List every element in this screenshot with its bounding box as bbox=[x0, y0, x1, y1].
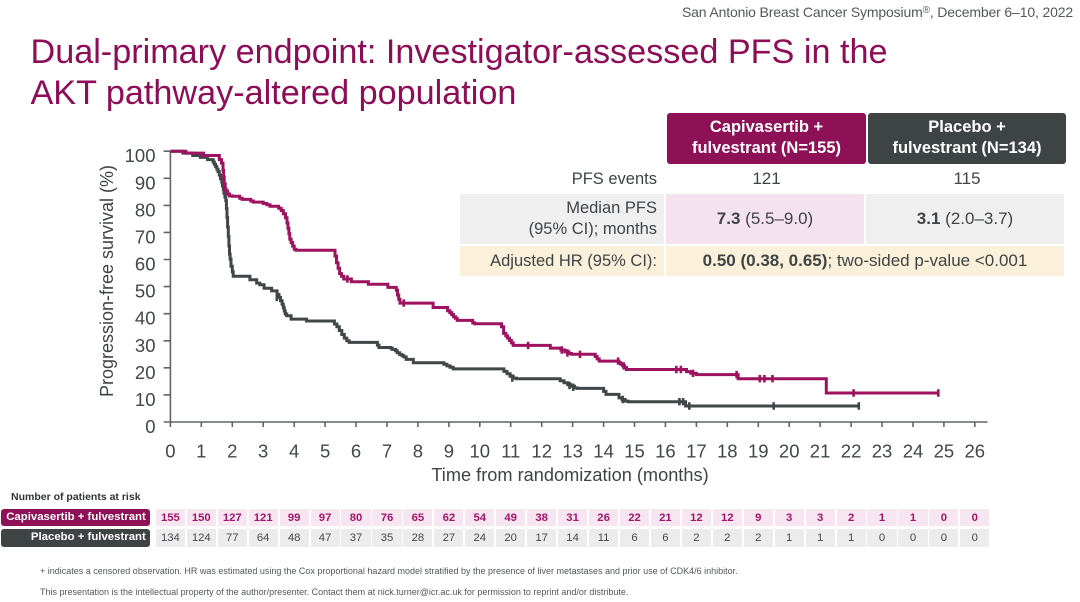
svg-text:9: 9 bbox=[444, 441, 454, 462]
svg-text:7: 7 bbox=[382, 441, 392, 462]
svg-text:3: 3 bbox=[258, 441, 268, 462]
svg-text:20: 20 bbox=[135, 362, 156, 383]
svg-text:15: 15 bbox=[624, 441, 645, 462]
svg-text:14: 14 bbox=[593, 441, 614, 462]
svg-text:0: 0 bbox=[165, 441, 175, 462]
svg-text:0: 0 bbox=[145, 416, 155, 437]
svg-text:Progression-free survival (%): Progression-free survival (%) bbox=[97, 165, 117, 397]
svg-text:30: 30 bbox=[135, 335, 156, 356]
svg-text:12: 12 bbox=[531, 441, 552, 462]
svg-text:19: 19 bbox=[748, 441, 769, 462]
svg-text:80: 80 bbox=[135, 199, 156, 220]
svg-text:6: 6 bbox=[351, 441, 361, 462]
svg-text:8: 8 bbox=[413, 441, 423, 462]
svg-text:50: 50 bbox=[135, 281, 156, 302]
svg-text:5: 5 bbox=[320, 441, 330, 462]
svg-text:13: 13 bbox=[562, 441, 583, 462]
svg-text:18: 18 bbox=[717, 441, 738, 462]
svg-text:26: 26 bbox=[965, 441, 986, 462]
svg-text:17: 17 bbox=[686, 441, 707, 462]
svg-text:4: 4 bbox=[289, 441, 299, 462]
svg-text:40: 40 bbox=[135, 308, 156, 329]
svg-text:24: 24 bbox=[903, 441, 924, 462]
svg-text:23: 23 bbox=[872, 441, 893, 462]
svg-text:21: 21 bbox=[810, 441, 831, 462]
svg-text:10: 10 bbox=[470, 441, 491, 462]
svg-text:16: 16 bbox=[655, 441, 676, 462]
svg-text:2: 2 bbox=[227, 441, 237, 462]
svg-text:1: 1 bbox=[196, 441, 206, 462]
svg-text:11: 11 bbox=[501, 441, 520, 462]
svg-text:90: 90 bbox=[135, 172, 156, 193]
svg-text:25: 25 bbox=[934, 441, 955, 462]
svg-text:100: 100 bbox=[125, 145, 156, 166]
svg-text:Time from randomization (month: Time from randomization (months) bbox=[431, 465, 708, 485]
svg-text:60: 60 bbox=[135, 253, 156, 274]
svg-text:10: 10 bbox=[135, 389, 156, 410]
svg-text:70: 70 bbox=[135, 226, 156, 247]
svg-text:20: 20 bbox=[779, 441, 800, 462]
svg-text:22: 22 bbox=[841, 441, 862, 462]
